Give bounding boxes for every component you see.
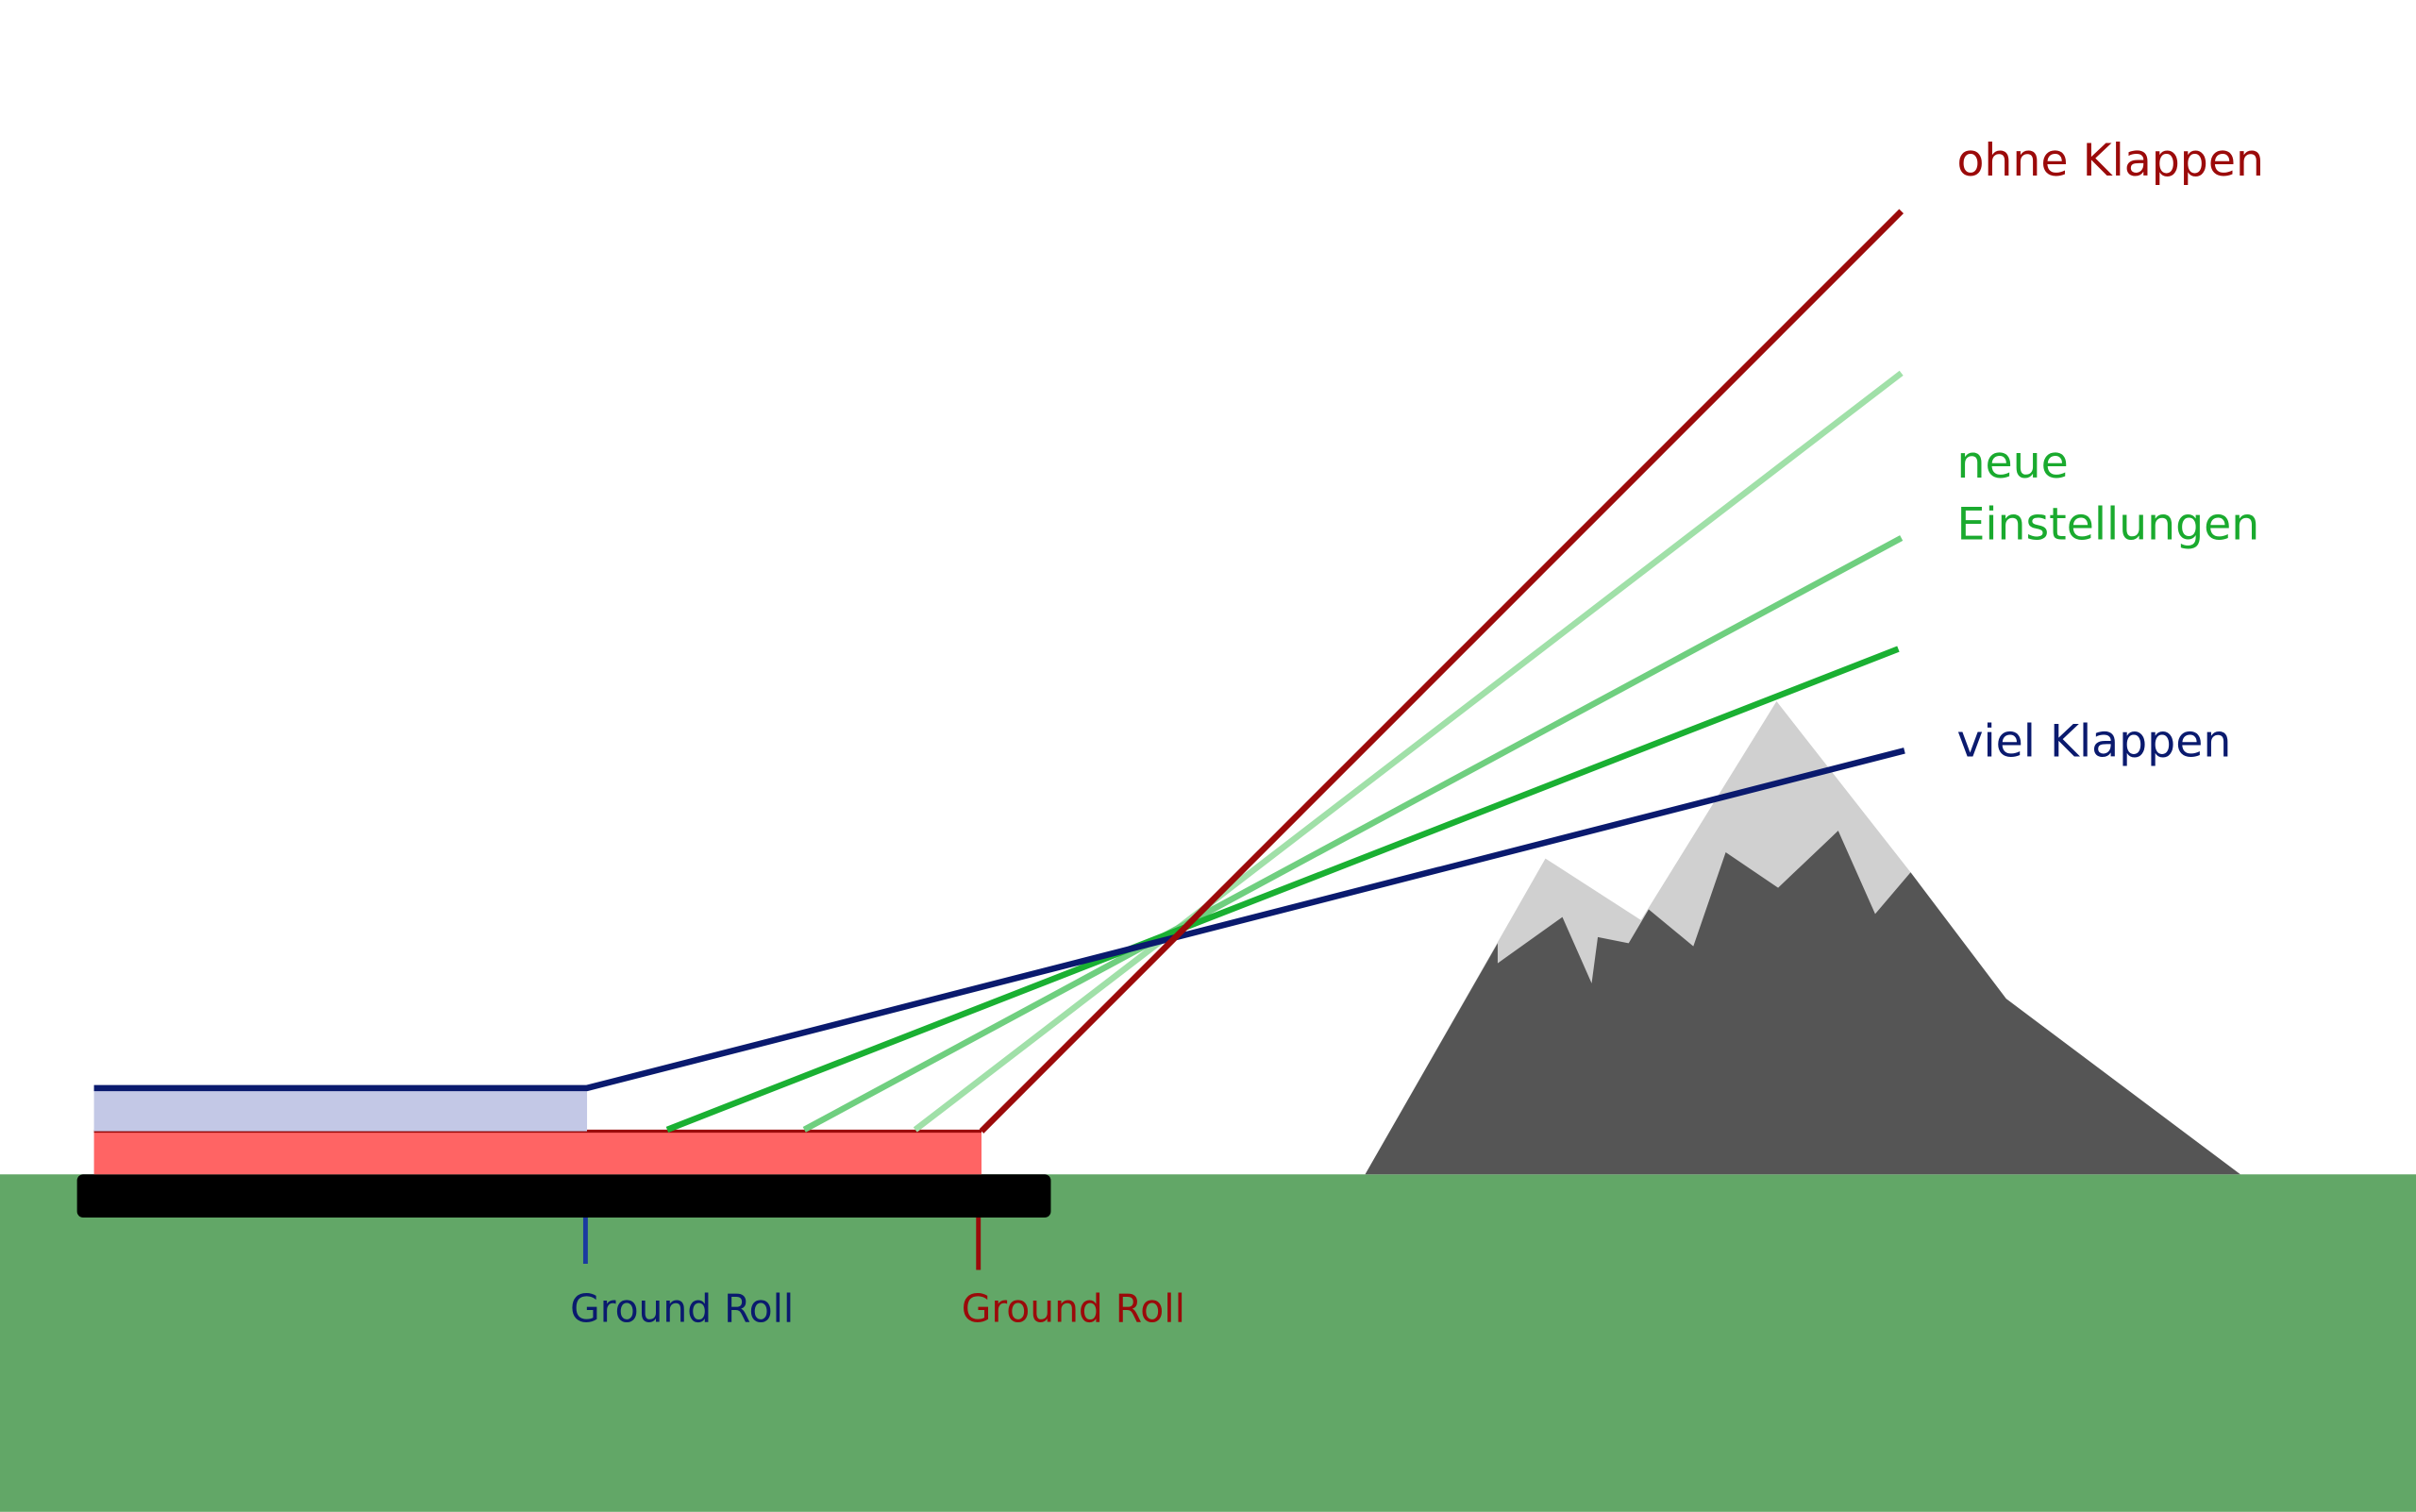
- runway: [76, 1174, 1051, 1218]
- label: viel Klappen: [1956, 716, 2231, 768]
- label: neue: [1956, 437, 2068, 489]
- climb-line: [665, 646, 1900, 1133]
- climb-line: [913, 370, 1904, 1133]
- label: ohne Klappen: [1956, 135, 2264, 187]
- label: Einstellungen: [1956, 499, 2259, 551]
- ground: [0, 1174, 2416, 1512]
- climb-line-ohne-klappen: [979, 209, 1904, 1134]
- ground-roll-short-bar: [93, 1087, 588, 1132]
- mountain: [1365, 831, 2240, 1175]
- label: Ground Roll: [570, 1286, 794, 1332]
- label: Ground Roll: [962, 1286, 1185, 1332]
- ground-roll-long-bar: [93, 1131, 982, 1175]
- climb-line: [802, 535, 1904, 1133]
- climb-line-viel-klappen: [93, 748, 1905, 1092]
